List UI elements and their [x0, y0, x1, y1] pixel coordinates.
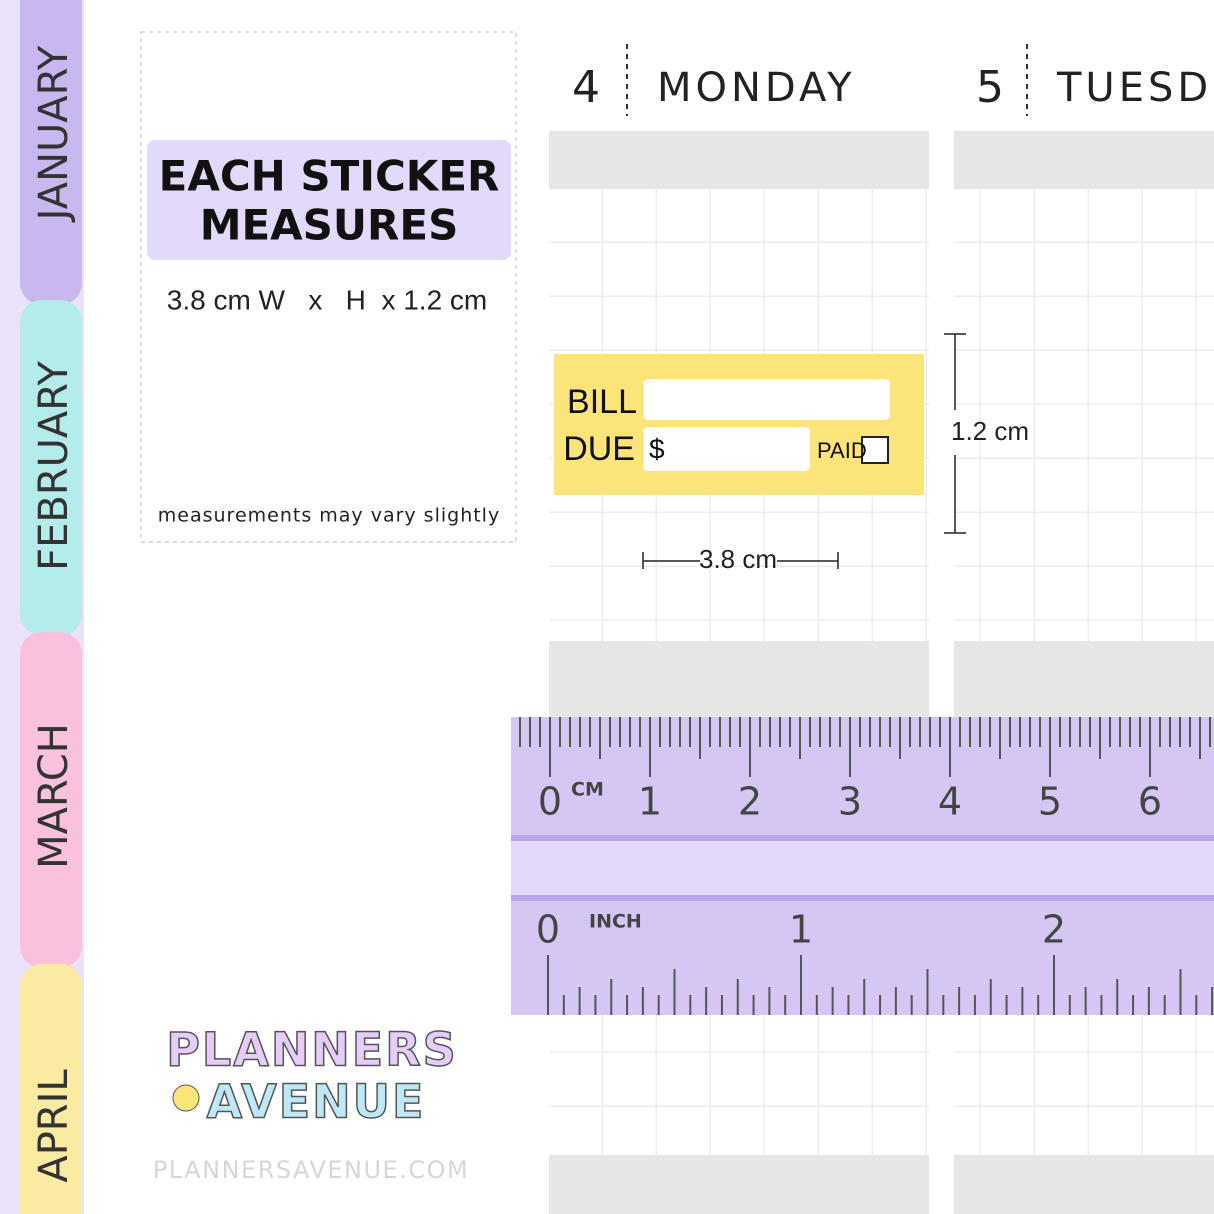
ruler-label: 6 — [1138, 780, 1162, 824]
info-size: 3.8 cm W x H x 1.2 cm — [167, 284, 488, 315]
day-name: MONDAY — [657, 65, 856, 111]
tab-label: APRIL — [31, 1069, 77, 1183]
sticker-label: $ — [649, 433, 665, 464]
website: PLANNERSAVENUE.COM — [153, 1156, 469, 1184]
ruler-label: 2 — [738, 780, 762, 824]
ruler-label: 5 — [1038, 780, 1062, 824]
tab[interactable] — [20, 300, 82, 636]
tab[interactable] — [20, 0, 82, 305]
ruler-unit: CM — [571, 779, 604, 801]
sticker-label: PAID — [817, 438, 867, 463]
info-title: MEASURES — [200, 201, 459, 250]
ruler-unit: INCH — [589, 911, 642, 933]
logo: PLANNERS — [166, 1023, 458, 1077]
dimension-label: 3.8 cm — [699, 544, 777, 574]
tab[interactable] — [20, 964, 82, 1214]
ruler — [511, 717, 1214, 1015]
tab-label: MARCH — [31, 723, 77, 869]
tab-label: JANUARY — [31, 45, 77, 223]
sticker-label: BILL — [567, 383, 637, 421]
info-box — [140, 31, 517, 543]
ruler-label: 2 — [1042, 908, 1066, 952]
tab-label: FEBRUARY — [31, 361, 77, 571]
day-name: TUESD — [1056, 65, 1212, 111]
day-number: 5 — [976, 62, 1004, 113]
dimension-label: 1.2 cm — [951, 416, 1029, 446]
ruler-label: 0 — [536, 908, 560, 952]
info-banner — [147, 140, 511, 260]
sticker: BILL DUE $ PAID — [554, 354, 924, 495]
ruler-label: 1 — [638, 780, 662, 824]
day-column — [549, 131, 1214, 1214]
tab[interactable] — [20, 632, 82, 968]
day-number: 4 — [572, 62, 600, 113]
ruler-label: 4 — [938, 780, 962, 824]
sticker-label: DUE — [563, 430, 635, 468]
logo: AVENUE — [207, 1075, 426, 1129]
ruler-label: 1 — [789, 908, 813, 952]
info-title: EACH STICKER — [159, 152, 500, 201]
ruler-label: 0 — [538, 780, 562, 824]
info-note: measurements may vary slightly — [158, 505, 500, 527]
ruler-label: 3 — [838, 780, 862, 824]
